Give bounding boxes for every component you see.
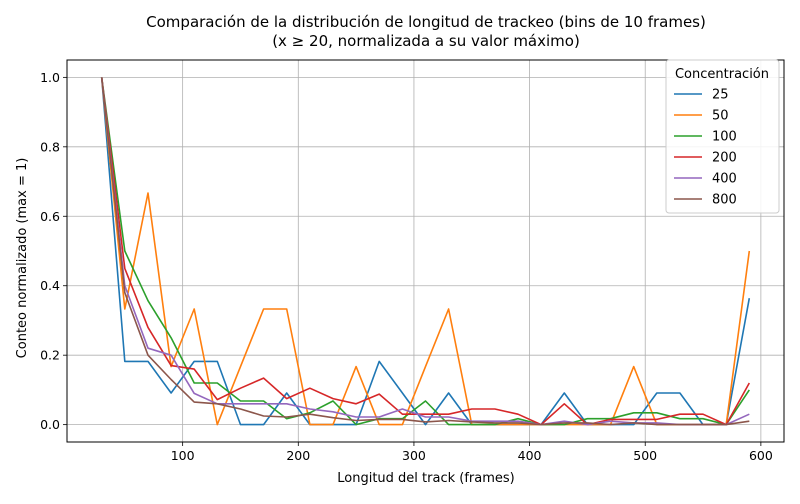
legend-label-100: 100 [712, 130, 737, 145]
series-line-50 [100, 77, 751, 426]
series-line-200 [100, 77, 750, 426]
legend-label-800: 800 [712, 193, 737, 208]
y-tick-label: 1.0 [40, 70, 60, 85]
y-axis-ticks: 0.0 0.2 0.4 0.6 0.8 1.0 [40, 70, 67, 432]
series-line-25 [100, 77, 751, 426]
legend-label-50: 50 [712, 109, 729, 124]
y-axis-label: Conteo normalizado (max = 1) [15, 158, 30, 359]
x-tick-label: 200 [286, 448, 310, 463]
legend-label-400: 400 [712, 172, 737, 187]
legend-items: 25 50 100 200 400 800 [674, 88, 737, 208]
y-tick-label: 0.6 [40, 209, 60, 224]
y-tick-label: 0.4 [40, 278, 60, 293]
y-tick-label: 0.2 [40, 348, 60, 363]
x-tick-label: 300 [402, 448, 426, 463]
series-line-400 [100, 77, 750, 426]
x-axis-label: Longitud del track (frames) [337, 471, 514, 486]
legend-label-200: 200 [712, 151, 737, 166]
series-lines [100, 77, 751, 426]
x-axis-ticks: 100 200 300 400 500 600 [171, 442, 773, 463]
x-tick-label: 600 [749, 448, 773, 463]
legend: Concentración 25 50 100 200 400 800 [665, 59, 780, 214]
plot-frame [66, 59, 785, 443]
y-tick-label: 0.8 [40, 139, 60, 154]
legend-title: Concentración [675, 67, 769, 82]
series-line-100 [100, 77, 750, 426]
x-tick-label: 500 [633, 448, 657, 463]
series-line-800 [100, 77, 750, 426]
y-tick-label: 0.0 [40, 417, 60, 432]
x-tick-label: 100 [171, 448, 195, 463]
legend-label-25: 25 [712, 88, 729, 103]
chart-subtitle: (x ≥ 20, normalizada a su valor máximo) [272, 32, 580, 50]
chart-title: Comparación de la distribución de longit… [146, 13, 706, 31]
x-tick-label: 400 [518, 448, 542, 463]
legend-box [665, 59, 780, 214]
